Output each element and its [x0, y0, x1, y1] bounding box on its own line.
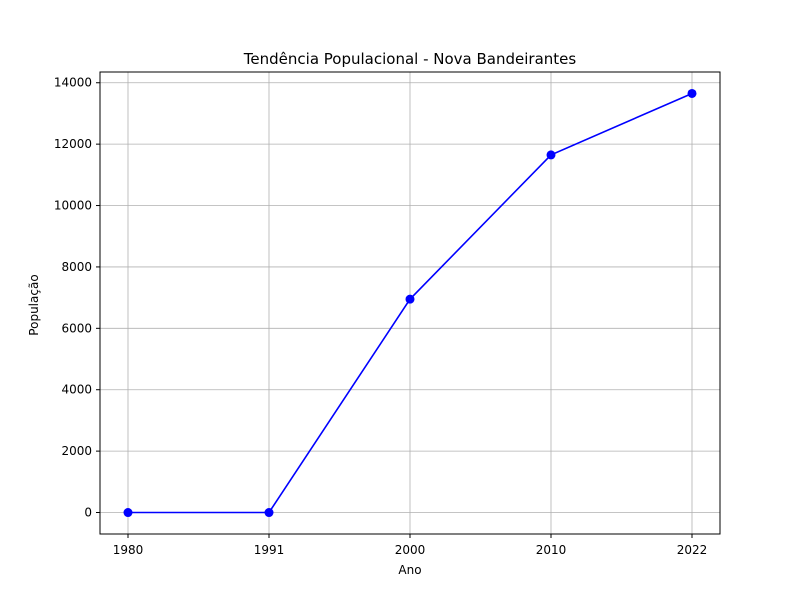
- y-tick-label: 4000: [61, 383, 92, 397]
- data-point: [405, 294, 415, 304]
- data-point: [264, 508, 274, 518]
- y-axis-label: População: [27, 274, 41, 335]
- chart-title: Tendência Populacional - Nova Bandeirant…: [243, 50, 577, 68]
- x-tick-label: 1980: [113, 543, 144, 557]
- x-tick-label: 2010: [536, 543, 567, 557]
- data-point: [123, 508, 133, 518]
- y-tick-label: 14000: [54, 76, 92, 90]
- x-tick-label: 2022: [677, 543, 708, 557]
- y-tick-label: 6000: [61, 321, 92, 335]
- x-tick-label: 1991: [254, 543, 285, 557]
- y-tick-label: 2000: [61, 444, 92, 458]
- y-axis-ticks: 0 2000 4000 6000 8000 10000 12000 14000: [54, 76, 100, 520]
- x-tick-label: 2000: [395, 543, 426, 557]
- plot-series: [123, 88, 697, 518]
- data-point: [546, 150, 556, 160]
- x-axis-label: Ano: [398, 563, 421, 577]
- x-axis-ticks: 1980 1991 2000 2010 2022: [113, 534, 708, 557]
- y-tick-label: 0: [84, 506, 92, 520]
- data-point: [687, 88, 697, 98]
- y-tick-label: 10000: [54, 199, 92, 213]
- y-tick-label: 8000: [61, 260, 92, 274]
- y-tick-label: 12000: [54, 137, 92, 151]
